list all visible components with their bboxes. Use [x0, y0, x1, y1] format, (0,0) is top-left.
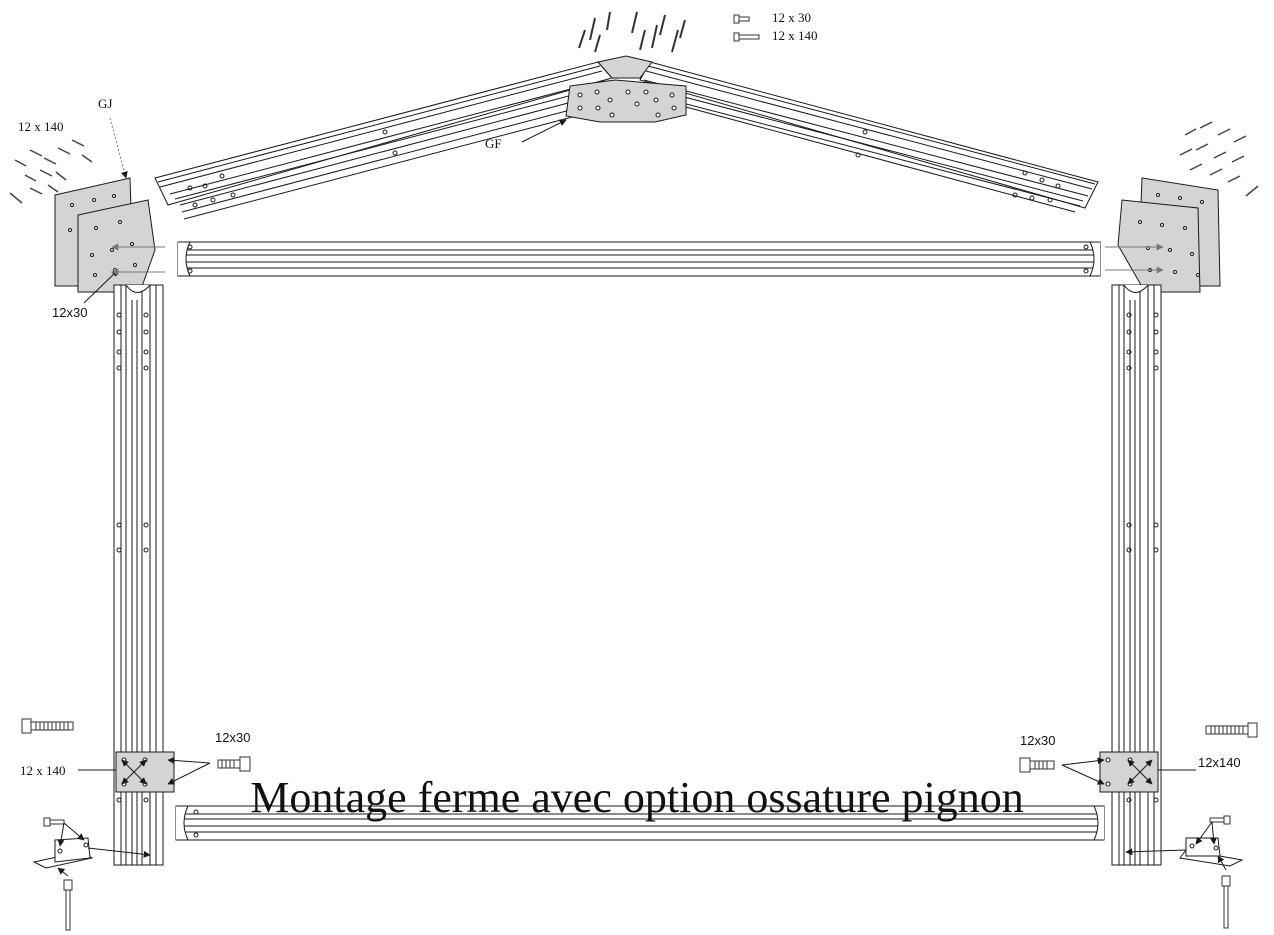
- label-right-column-screw: 12x30: [1020, 733, 1055, 748]
- label-right-column-bolt: 12x140: [1198, 755, 1241, 770]
- right-anchor-bolt-icon: [1221, 875, 1231, 929]
- left-short-screw-icon: [217, 756, 251, 772]
- right-foot-screw-icon: [1209, 815, 1231, 825]
- diagram-caption: Montage ferme avec option ossature pigno…: [250, 773, 1024, 822]
- right-foot-to-column-arrow: [1125, 848, 1187, 856]
- right-foot-arrow-1: [1195, 821, 1213, 845]
- label-left-column-bolt: 12 x 140: [20, 763, 66, 778]
- right-column-plate: [1099, 751, 1159, 793]
- right-foot-bracket: [1179, 837, 1244, 867]
- right-column-screw-arrow-2: [1061, 764, 1105, 785]
- bottom-tie-beam: [175, 805, 1105, 841]
- left-foot-arrow-1: [57, 822, 65, 847]
- right-rafter: [639, 61, 1099, 213]
- gj-plate-left: [54, 177, 156, 293]
- left-top-bolts-icon: [9, 139, 93, 204]
- right-foot-arrow-2: [1209, 821, 1217, 845]
- label-gj: GJ: [98, 96, 112, 111]
- gf-plate: [565, 79, 687, 123]
- left-column-plate: [115, 751, 175, 793]
- ridge-plate-top: [597, 55, 653, 79]
- label-left-corner-screw: 12x30: [52, 305, 87, 320]
- label-gf: GF: [485, 136, 502, 151]
- left-foot-to-column-arrow: [87, 847, 151, 858]
- right-long-bolt-icon: [1205, 722, 1258, 738]
- gf-arrow: [521, 119, 567, 143]
- left-anchor-arrow: [57, 867, 69, 877]
- left-column-screw-arrow-1: [167, 756, 211, 764]
- top-tie-beam: [177, 241, 1101, 277]
- gj-pointer: [109, 117, 128, 179]
- right-top-bolts-icon: [1179, 121, 1259, 197]
- right-anchor-arrow: [1217, 855, 1227, 871]
- left-anchor-bolt-icon: [63, 879, 73, 931]
- legend-long-bolt-icon: [733, 32, 760, 42]
- ridge-bolts-icon: [578, 11, 686, 53]
- left-foot-screw-icon: [43, 817, 65, 827]
- label-top-short: 12 x 30: [772, 10, 811, 25]
- left-foot-bracket: [32, 837, 94, 869]
- left-corner-screw-pointer: [83, 269, 119, 304]
- left-foot-arrow-2: [63, 822, 85, 841]
- label-left-column-screw: 12x30: [215, 730, 250, 745]
- left-long-bolt-icon: [21, 718, 74, 734]
- right-short-screw-icon: [1019, 757, 1055, 773]
- left-rafter: [154, 61, 613, 220]
- right-column-screw-arrow-1: [1061, 757, 1105, 766]
- label-top-long: 12 x 140: [772, 28, 818, 43]
- legend-short-bolt-icon: [733, 14, 750, 24]
- left-column-screw-arrow-2: [167, 762, 211, 785]
- label-left-top-bolts: 12 x 140: [18, 119, 64, 134]
- corner-plate-right: [1117, 177, 1221, 293]
